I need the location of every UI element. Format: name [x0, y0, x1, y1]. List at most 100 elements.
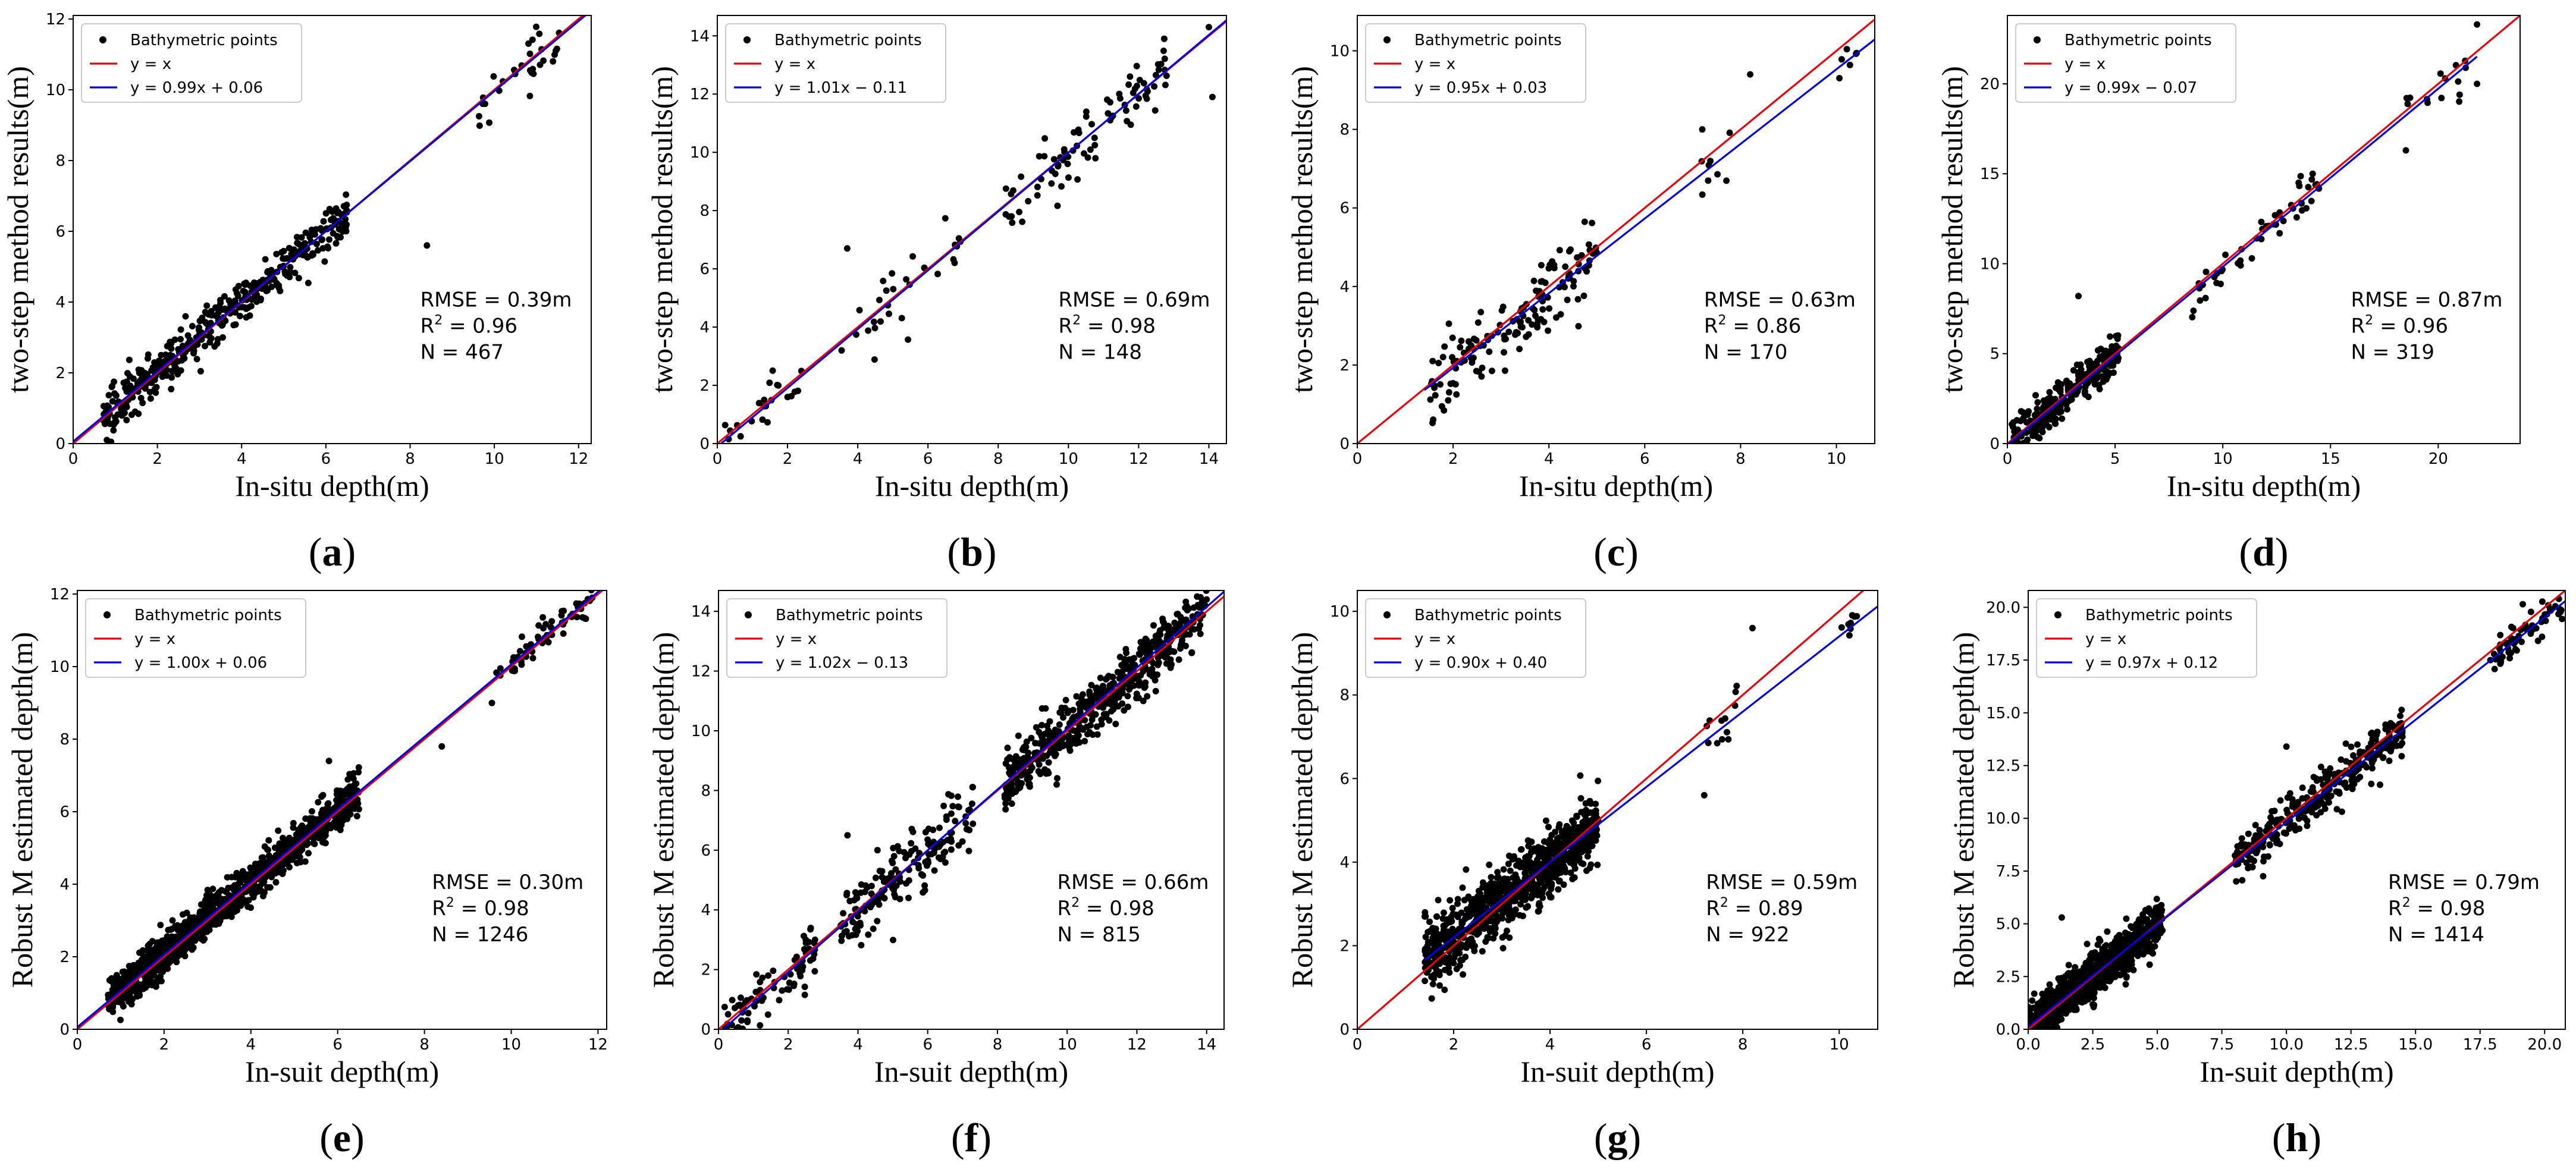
- legend-label-fit: y = 1.01x − 0.11: [774, 79, 907, 97]
- scatter-points: [721, 24, 1216, 442]
- data-point: [145, 351, 152, 358]
- data-point: [321, 826, 328, 833]
- data-point: [1140, 697, 1147, 705]
- x-tick-label: 14: [1199, 450, 1219, 468]
- data-point: [1583, 806, 1589, 813]
- data-point: [947, 846, 955, 853]
- data-point: [202, 898, 209, 905]
- data-point: [1501, 367, 1508, 374]
- data-point: [1065, 174, 1072, 181]
- data-point: [846, 897, 854, 904]
- data-point: [1141, 665, 1149, 673]
- data-point: [1524, 856, 1532, 863]
- data-point: [1090, 696, 1097, 703]
- data-point: [1474, 319, 1482, 326]
- data-point: [744, 1017, 751, 1024]
- y-axis-label: Robust M estimated depth(m): [647, 632, 680, 988]
- data-point: [215, 893, 222, 900]
- data-point: [1535, 844, 1542, 851]
- data-point: [351, 781, 358, 788]
- data-point: [161, 369, 168, 376]
- data-point: [1485, 925, 1492, 932]
- data-point: [1499, 945, 1507, 952]
- legend-box: [1365, 598, 1586, 678]
- data-point: [1530, 277, 1538, 284]
- data-point: [2308, 197, 2315, 205]
- data-point: [1112, 721, 1119, 727]
- data-point: [1490, 918, 1497, 925]
- data-point: [159, 937, 166, 944]
- y-tick-label: 12: [46, 11, 65, 29]
- x-axis-label: In-suit depth(m): [245, 1055, 439, 1088]
- x-tick-label: 0: [73, 1036, 83, 1054]
- data-point: [486, 119, 493, 126]
- y-axis-label: two-step method results(m): [1, 66, 34, 393]
- data-point: [1592, 835, 1598, 842]
- data-point: [1503, 881, 1510, 888]
- data-point: [2036, 435, 2043, 442]
- data-point: [151, 982, 158, 989]
- data-point: [940, 849, 947, 856]
- data-point: [550, 58, 557, 65]
- data-point: [222, 318, 229, 324]
- data-point: [247, 303, 255, 310]
- data-point: [1458, 337, 1465, 344]
- data-point: [1081, 717, 1088, 724]
- data-point: [1499, 934, 1506, 941]
- data-point: [239, 304, 246, 311]
- axes-frame: [2007, 15, 2521, 444]
- data-point: [1155, 66, 1162, 73]
- data-point: [1129, 89, 1137, 96]
- data-point: [1002, 800, 1009, 807]
- data-point: [1044, 737, 1052, 744]
- data-point: [1437, 381, 1444, 388]
- data-point: [2096, 385, 2103, 392]
- data-point: [193, 935, 200, 942]
- data-point: [1501, 349, 1507, 356]
- data-point: [1191, 626, 1197, 633]
- data-point: [157, 922, 164, 929]
- data-point: [1513, 329, 1520, 336]
- data-point: [2090, 375, 2097, 382]
- y-tick-label: 8: [55, 152, 65, 170]
- data-point: [1435, 897, 1442, 904]
- legend-label-fit: y = 0.99x + 0.06: [130, 79, 263, 97]
- data-point: [1045, 759, 1052, 766]
- data-point: [168, 340, 175, 347]
- data-point: [2305, 184, 2312, 191]
- data-point: [849, 918, 856, 925]
- data-point: [130, 962, 137, 969]
- data-point: [1209, 93, 1216, 100]
- data-point: [529, 36, 536, 43]
- data-point: [871, 325, 878, 332]
- n-text: N = 319: [2351, 341, 2434, 365]
- data-point: [236, 313, 243, 319]
- data-point: [1556, 247, 1563, 254]
- y-tick-label: 15: [1980, 165, 2000, 183]
- data-point: [221, 293, 228, 300]
- data-point: [332, 816, 340, 823]
- data-point: [1506, 934, 1513, 941]
- data-point: [1156, 630, 1163, 637]
- data-point: [871, 356, 878, 363]
- data-point: [908, 840, 915, 847]
- data-point: [1122, 646, 1129, 653]
- y-tick-label: 12: [50, 586, 70, 604]
- data-point: [1125, 81, 1132, 88]
- x-tick-label: 4: [1545, 1036, 1555, 1054]
- data-point: [1081, 737, 1088, 744]
- data-point: [737, 433, 744, 440]
- data-point: [844, 832, 851, 839]
- data-point: [1499, 915, 1506, 922]
- data-point: [325, 800, 332, 807]
- data-point: [204, 887, 211, 894]
- data-point: [1436, 982, 1443, 989]
- data-point: [1453, 966, 1460, 972]
- data-point: [1498, 307, 1505, 314]
- y-tick-label: 2: [59, 948, 70, 966]
- data-point: [1069, 735, 1077, 741]
- data-point: [1561, 284, 1568, 291]
- legend-box: [1365, 23, 1586, 103]
- data-point: [1447, 380, 1454, 387]
- data-point: [180, 353, 187, 360]
